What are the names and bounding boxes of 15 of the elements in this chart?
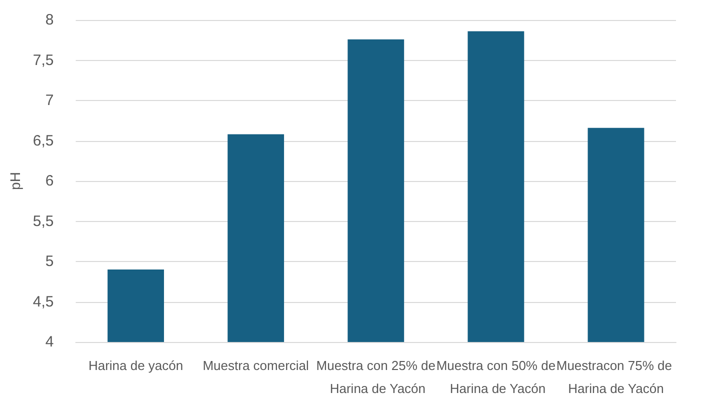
- x-tick-label: Muestracon 75% de Harina de Yacón: [556, 358, 676, 396]
- y-tick-label: 7: [45, 92, 54, 109]
- y-tick-label: 5: [45, 253, 54, 270]
- y-tick-label: 8: [45, 12, 54, 28]
- y-tick-label: 7,5: [32, 52, 54, 69]
- x-tick-label: Harina de yacón: [88, 358, 184, 373]
- y-tick-label: 6,5: [32, 132, 54, 150]
- x-tick-label: Muestra comercial: [202, 358, 310, 373]
- y-tick-label: 5,5: [32, 212, 54, 230]
- y-tick-label: 4,5: [32, 293, 54, 310]
- y-tick-label: 6: [45, 172, 54, 190]
- x-tick-label: Muestra con 25% de Harina de Yacón: [316, 358, 436, 396]
- y-axis-title: pH: [7, 172, 23, 190]
- y-tick-label: 4: [45, 334, 54, 350]
- x-tick-label: Muestra con 50% de Harina de Yacón: [436, 358, 556, 396]
